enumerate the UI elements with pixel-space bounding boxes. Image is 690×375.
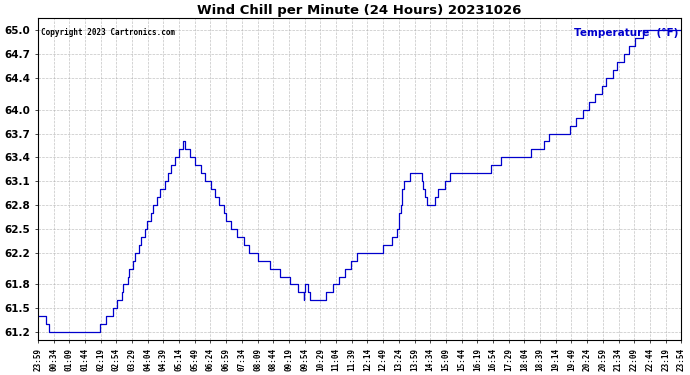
Text: Copyright 2023 Cartronics.com: Copyright 2023 Cartronics.com [41, 28, 175, 37]
Title: Wind Chill per Minute (24 Hours) 20231026: Wind Chill per Minute (24 Hours) 2023102… [197, 4, 522, 17]
Text: Temperature  (°F): Temperature (°F) [574, 28, 678, 38]
